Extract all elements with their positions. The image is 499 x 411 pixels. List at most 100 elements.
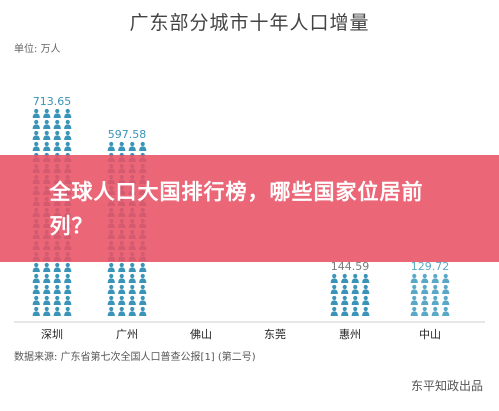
person-icon bbox=[53, 295, 61, 305]
bar-惠州 bbox=[330, 273, 370, 316]
person-icon bbox=[139, 306, 147, 316]
person-icon bbox=[64, 284, 72, 294]
person-icon bbox=[431, 295, 439, 305]
person-icon bbox=[341, 295, 349, 305]
person-icon bbox=[351, 273, 359, 283]
person-icon bbox=[64, 262, 72, 272]
person-icon bbox=[64, 295, 72, 305]
person-icon bbox=[32, 130, 40, 140]
person-icon bbox=[421, 284, 429, 294]
person-icon bbox=[139, 141, 147, 151]
person-icon bbox=[442, 306, 450, 316]
person-icon bbox=[64, 273, 72, 283]
person-icon bbox=[118, 295, 126, 305]
person-icon bbox=[362, 306, 370, 316]
person-icon bbox=[64, 306, 72, 316]
person-icon bbox=[351, 284, 359, 294]
person-icon bbox=[128, 284, 136, 294]
person-icon bbox=[351, 295, 359, 305]
person-icon bbox=[53, 119, 61, 129]
person-icon bbox=[53, 284, 61, 294]
person-icon bbox=[32, 306, 40, 316]
person-icon bbox=[32, 273, 40, 283]
watermark: 东平知政出品 bbox=[410, 379, 483, 393]
person-icon bbox=[128, 141, 136, 151]
person-icon bbox=[64, 119, 72, 129]
person-icon bbox=[43, 119, 51, 129]
person-icon bbox=[442, 284, 450, 294]
person-icon bbox=[64, 130, 72, 140]
person-icon bbox=[53, 141, 61, 151]
headline-text[interactable]: 全球人口大国排行榜，哪些国家位居前列？ bbox=[49, 179, 424, 238]
category-label-佛山: 佛山 bbox=[190, 328, 212, 341]
person-icon bbox=[442, 295, 450, 305]
person-icon bbox=[330, 284, 338, 294]
person-icon bbox=[139, 262, 147, 272]
person-icon bbox=[128, 273, 136, 283]
person-icon bbox=[53, 108, 61, 118]
person-icon bbox=[431, 306, 439, 316]
value-label-深圳: 713.65 bbox=[33, 95, 72, 108]
person-icon bbox=[43, 306, 51, 316]
person-icon bbox=[362, 273, 370, 283]
person-icon bbox=[410, 306, 418, 316]
person-icon bbox=[64, 141, 72, 151]
unit-label: 单位: 万人 bbox=[14, 44, 61, 55]
value-label-惠州: 144.59 bbox=[331, 260, 370, 273]
person-icon bbox=[107, 273, 115, 283]
value-label-中山: 129.72 bbox=[411, 260, 450, 273]
person-icon bbox=[43, 295, 51, 305]
person-icon bbox=[362, 284, 370, 294]
person-icon bbox=[128, 295, 136, 305]
person-icon bbox=[32, 119, 40, 129]
value-label-广州: 597.58 bbox=[108, 128, 147, 141]
person-icon bbox=[410, 295, 418, 305]
person-icon bbox=[118, 284, 126, 294]
person-icon bbox=[43, 284, 51, 294]
person-icon bbox=[330, 306, 338, 316]
person-icon bbox=[128, 262, 136, 272]
person-icon bbox=[139, 295, 147, 305]
person-icon bbox=[431, 273, 439, 283]
person-icon bbox=[32, 108, 40, 118]
person-icon bbox=[107, 141, 115, 151]
person-icon bbox=[421, 273, 429, 283]
headline-banner[interactable]: 全球人口大国排行榜，哪些国家位居前列？ bbox=[0, 155, 499, 262]
person-icon bbox=[341, 284, 349, 294]
person-icon bbox=[118, 262, 126, 272]
person-icon bbox=[43, 141, 51, 151]
category-label-深圳: 深圳 bbox=[41, 328, 63, 341]
person-icon bbox=[421, 306, 429, 316]
person-icon bbox=[139, 284, 147, 294]
person-icon bbox=[43, 130, 51, 140]
person-icon bbox=[107, 306, 115, 316]
person-icon bbox=[107, 295, 115, 305]
data-source: 数据来源: 广东省第七次全国人口普查公报[1] (第二号) bbox=[14, 352, 256, 363]
person-icon bbox=[118, 306, 126, 316]
person-icon bbox=[128, 306, 136, 316]
person-icon bbox=[32, 141, 40, 151]
person-icon bbox=[53, 262, 61, 272]
category-label-广州: 广州 bbox=[116, 328, 138, 341]
person-icon bbox=[43, 108, 51, 118]
chart-title: 广东部分城市十年人口增量 bbox=[129, 12, 370, 34]
person-icon bbox=[351, 306, 359, 316]
category-label-中山: 中山 bbox=[419, 328, 441, 341]
person-icon bbox=[431, 284, 439, 294]
person-icon bbox=[118, 273, 126, 283]
person-icon bbox=[32, 295, 40, 305]
person-icon bbox=[139, 273, 147, 283]
person-icon bbox=[421, 295, 429, 305]
person-icon bbox=[32, 284, 40, 294]
person-icon bbox=[362, 295, 370, 305]
person-icon bbox=[410, 273, 418, 283]
person-icon bbox=[330, 295, 338, 305]
person-icon bbox=[43, 273, 51, 283]
person-icon bbox=[43, 262, 51, 272]
person-icon bbox=[442, 273, 450, 283]
person-icon bbox=[107, 284, 115, 294]
person-icon bbox=[32, 262, 40, 272]
person-icon bbox=[107, 262, 115, 272]
bar-中山 bbox=[410, 273, 450, 316]
